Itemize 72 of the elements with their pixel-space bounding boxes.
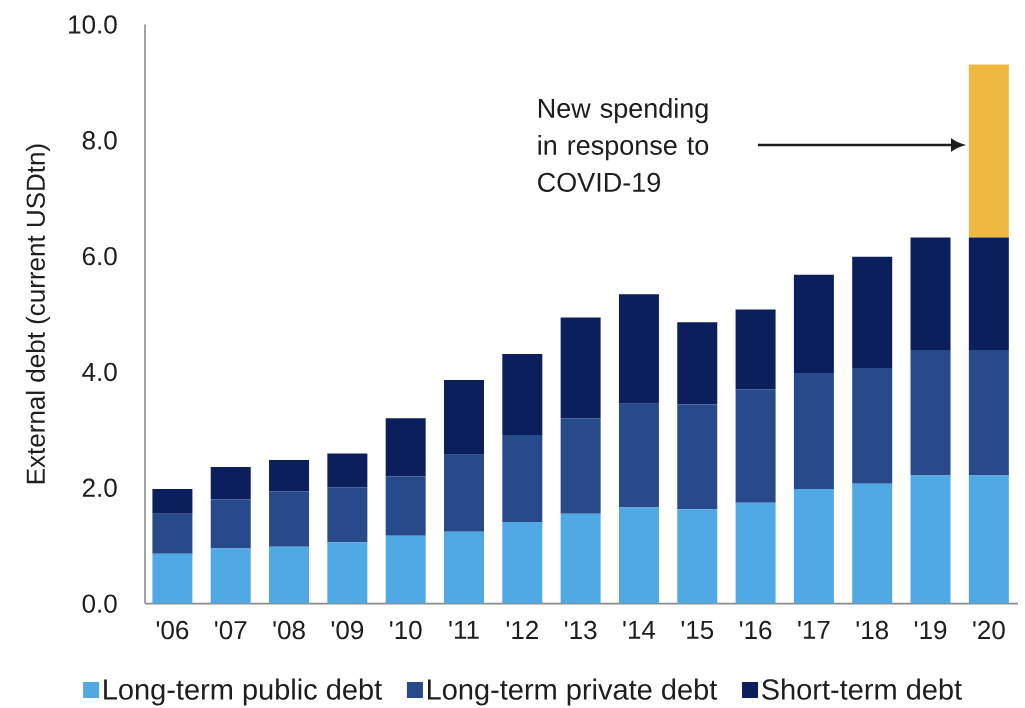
bar <box>502 354 543 436</box>
x-tick-label: '15 <box>681 620 714 640</box>
bar <box>793 488 834 604</box>
bar <box>152 488 193 514</box>
y-tick-label: 4.0 <box>82 362 117 382</box>
bar <box>327 487 368 543</box>
bar <box>560 418 601 514</box>
x-tick-label: '10 <box>390 620 422 640</box>
bar <box>560 317 601 419</box>
bar <box>618 403 659 508</box>
x-tick-label: '06 <box>156 620 189 640</box>
bar <box>444 531 484 604</box>
bar <box>152 513 193 554</box>
bar <box>968 64 1009 238</box>
bar <box>677 509 718 604</box>
bar <box>618 294 659 404</box>
legend-label: Short-term debt <box>762 678 962 700</box>
bar <box>444 454 484 532</box>
bar <box>910 475 951 604</box>
bar <box>677 322 718 405</box>
bar <box>735 309 776 390</box>
bar <box>502 521 543 604</box>
bar <box>210 548 251 604</box>
annotation: New spending in response to COVID-19 <box>538 98 709 192</box>
bar <box>852 256 893 368</box>
x-tick-label: '13 <box>565 620 597 640</box>
x-tick-label: '11 <box>449 620 479 639</box>
bar <box>910 349 951 476</box>
x-tick-label: '18 <box>856 620 889 640</box>
bar <box>385 418 426 477</box>
bar <box>269 459 310 492</box>
y-tick-label: 10.0 <box>69 15 117 34</box>
bar <box>793 373 834 489</box>
bar <box>560 513 601 604</box>
x-tick-label: '19 <box>914 620 947 640</box>
bar <box>385 476 426 536</box>
x-tick-label: '20 <box>973 620 1005 640</box>
x-tick-label: '09 <box>331 620 364 640</box>
bar <box>444 380 484 455</box>
bar <box>735 502 776 604</box>
y-tick-label: 0.0 <box>82 594 117 613</box>
x-tick-label: '07 <box>215 620 247 640</box>
bar <box>968 237 1009 350</box>
x-tick-label: '17 <box>798 620 830 639</box>
x-tick-label: '08 <box>273 620 305 640</box>
bar <box>269 546 310 604</box>
bar <box>502 435 543 522</box>
bar <box>385 535 426 604</box>
bar <box>910 237 951 350</box>
bar <box>968 349 1009 476</box>
bar <box>327 453 368 488</box>
y-axis-title: External debt (current USDtn) <box>25 144 51 484</box>
bar <box>735 389 776 503</box>
bar <box>793 274 834 374</box>
bar <box>618 507 659 604</box>
bar <box>327 542 368 604</box>
bar <box>852 483 893 604</box>
legend-label: Long-term private debt <box>427 678 718 706</box>
x-tick-label: '14 <box>623 620 656 639</box>
bar <box>269 491 310 547</box>
y-tick-label: 8.0 <box>82 131 117 150</box>
x-tick-label: '16 <box>739 620 772 640</box>
bar <box>152 553 193 604</box>
x-tick-label: '12 <box>506 620 538 640</box>
bar <box>210 499 251 549</box>
bar <box>210 466 251 500</box>
y-tick-label: 6.0 <box>82 246 117 266</box>
y-tick-label: 2.0 <box>82 478 117 497</box>
bar <box>852 367 893 484</box>
legend-label: Long-term public debt <box>104 678 382 706</box>
bar <box>968 475 1009 604</box>
bar <box>677 404 718 510</box>
